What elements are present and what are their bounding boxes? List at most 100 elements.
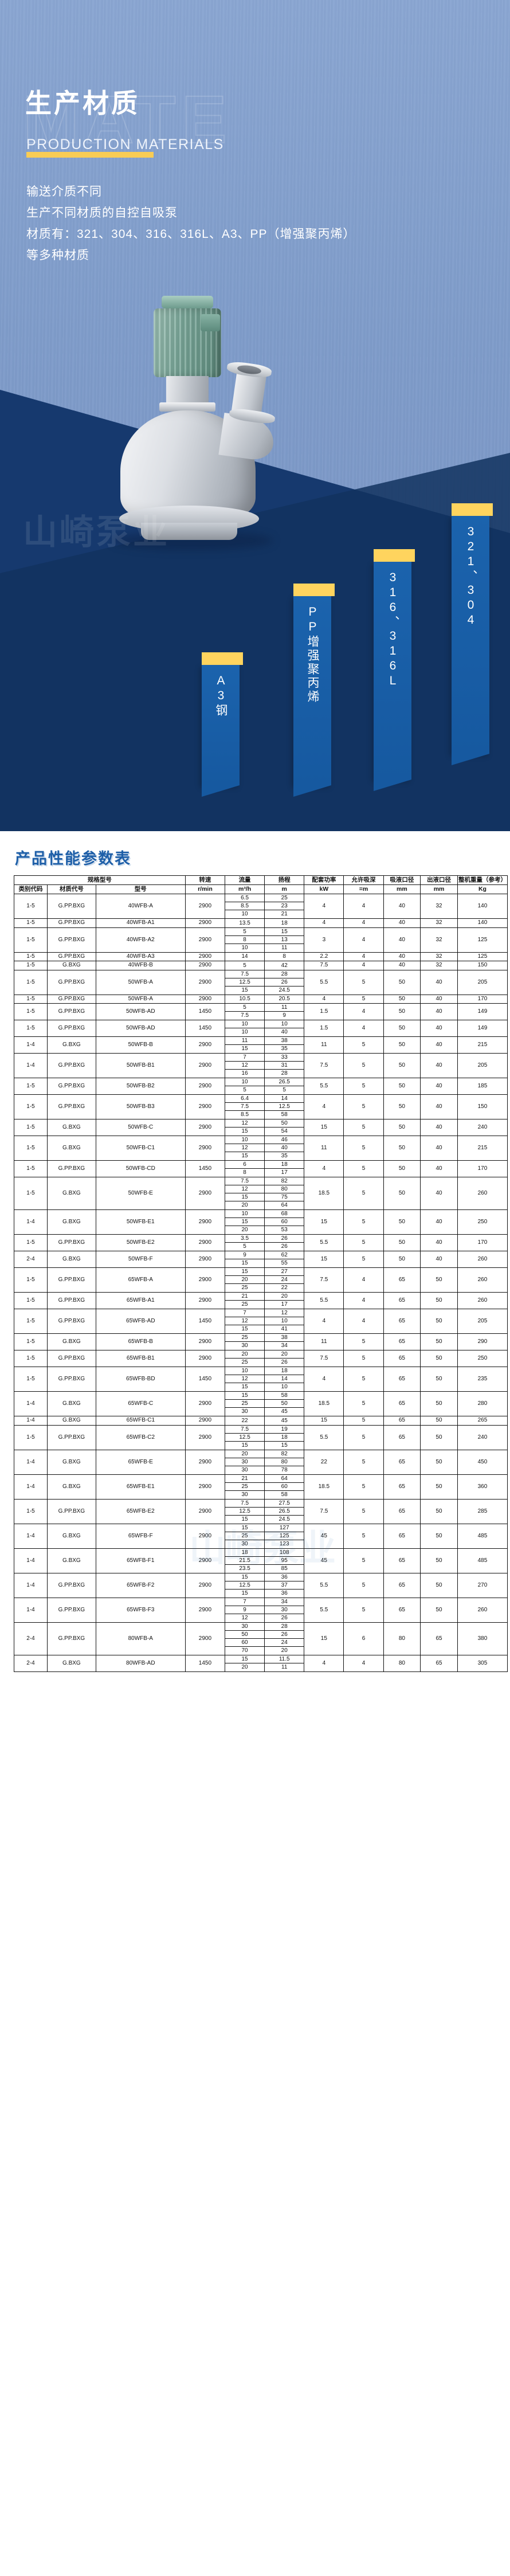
row-power: 7.5 (304, 1267, 344, 1293)
row-power: 4 (304, 1367, 344, 1392)
row-discharge-diameter: 40 (420, 1251, 458, 1269)
flow-value: 7.5 (241, 1012, 249, 1019)
row-flow: 7.5 12.5 15 (224, 969, 265, 995)
row-speed: 2900 (185, 1523, 226, 1549)
flow-value: 16 (241, 1070, 248, 1077)
flow-value: 7.5 (225, 970, 265, 978)
flow-value: 7.5 (225, 1426, 265, 1434)
unit-discharge-diameter: mm (420, 884, 458, 895)
material-tag-3[interactable]: 316、316L (374, 549, 415, 791)
row-weight: 149 (457, 1020, 508, 1038)
row-power: 4 (304, 1309, 344, 1334)
row-weight: 205 (457, 1309, 508, 1334)
flow-value: 15 (225, 1218, 265, 1227)
row-material-code: G.PP.BXG (46, 1267, 96, 1293)
row-speed: 2900 (185, 1474, 226, 1500)
row-category-code: 1-4 (14, 1548, 48, 1573)
row-model: 50WFB-F (95, 1251, 186, 1269)
row-discharge-diameter: 40 (420, 1234, 458, 1252)
head-value: 36 (281, 1590, 288, 1596)
flow-value: 10 (241, 944, 248, 951)
flow-value: 15 (241, 1516, 248, 1522)
head-value: 35 (281, 1153, 288, 1160)
row-discharge-diameter: 50 (420, 1424, 458, 1450)
material-tag-1[interactable]: A3钢 (202, 652, 243, 797)
row-model: 40WFB-A2 (95, 927, 186, 953)
head-value: 10 (281, 1384, 288, 1391)
row-model: 40WFB-A3 (95, 952, 186, 962)
material-tag-cap-1 (202, 652, 243, 665)
row-head: 14 12.5 58 (264, 1094, 305, 1120)
table-row: 1-5 G.PP.BXG 50WFB-CD 1450 6 8 18 17 4 5 50 40 170 (14, 1160, 508, 1178)
page-title: 生产材质 (25, 88, 140, 118)
row-model: 50WFB-B3 (95, 1094, 186, 1120)
row-suction-diameter: 50 (383, 1136, 421, 1161)
head-value: 24 (265, 1639, 304, 1647)
row-category-code: 1-5 (14, 1292, 48, 1310)
row-material-code: G.BXG (46, 1177, 96, 1211)
row-material-code: G.PP.BXG (46, 1234, 96, 1252)
head-value: 20.5 (278, 996, 290, 1002)
row-category-code: 1-5 (14, 1267, 48, 1293)
row-discharge-diameter: 40 (420, 1177, 458, 1211)
head-value: 50 (265, 1400, 304, 1408)
material-tag-4[interactable]: 321、304 (452, 503, 493, 765)
row-discharge-diameter: 32 (420, 927, 458, 953)
head-value: 28 (265, 970, 304, 978)
material-tag-2[interactable]: PP增强聚丙烯 (293, 584, 335, 797)
flow-value: 15 (225, 1524, 265, 1532)
head-value: 38 (265, 1037, 304, 1046)
row-category-code: 1-5 (14, 961, 48, 970)
row-suction-diameter: 50 (383, 1053, 421, 1079)
row-flow: 7.5 12.5 15 (224, 1498, 265, 1524)
row-speed: 2900 (185, 1094, 226, 1120)
head-value: 34 (281, 1342, 288, 1349)
flow-value: 25 (225, 1532, 265, 1540)
row-material-code: G.BXG (46, 1036, 96, 1054)
row-discharge-diameter: 50 (420, 1367, 458, 1392)
row-flow: 12 15 (224, 1119, 265, 1137)
row-suction-diameter: 65 (383, 1267, 421, 1293)
head-value: 46 (265, 1136, 304, 1145)
head-value: 28 (281, 1070, 288, 1077)
table-row: 1-5 G.PP.BXG 50WFB-AD 1450 5 7.5 11 9 1.5 4 50 40 14… (14, 1003, 508, 1021)
row-category-code: 1-4 (14, 1597, 48, 1623)
flow-value: 10 (225, 1136, 265, 1145)
row-material-code: G.PP.BXG (46, 1622, 96, 1655)
row-category-code: 1-4 (14, 1391, 48, 1417)
flow-value: 7 (225, 1598, 265, 1606)
row-discharge-diameter: 40 (420, 1003, 458, 1021)
head-value: 82 (265, 1177, 304, 1186)
table-row: 1-5 G.PP.BXG 65WFB-A1 2900 21 25 20 17 5.5 4 65 50 2… (14, 1292, 508, 1310)
flow-value: 7 (225, 1054, 265, 1062)
flow-value: 10.5 (239, 996, 250, 1002)
row-power: 15 (304, 1622, 344, 1655)
head-value: 18 (265, 1161, 304, 1169)
row-flow: 5 8 10 (224, 927, 265, 953)
row-flow: 6.5 8.5 10 (224, 894, 265, 919)
row-speed: 1450 (185, 1003, 226, 1021)
row-discharge-diameter: 32 (420, 894, 458, 919)
row-power: 7.5 (304, 1053, 344, 1079)
pump-flange-upper (159, 402, 215, 412)
row-flow: 3.5 5 (224, 1234, 265, 1252)
head-value: 33 (265, 1054, 304, 1062)
row-weight: 140 (457, 918, 508, 928)
table-row: 1-5 G.PP.BXG 50WFB-AD 1450 10 10 10 40 1.5 4 50 40 1… (14, 1020, 508, 1038)
row-material-code: G.BXG (46, 1119, 96, 1137)
head-value: 80 (265, 1185, 304, 1194)
head-value: 23 (265, 902, 304, 911)
row-head: 18 (264, 918, 305, 928)
row-material-code: G.PP.BXG (46, 1292, 96, 1310)
row-speed: 2900 (185, 1622, 226, 1655)
head-value: 24.5 (278, 986, 290, 993)
table-row: 1-5 G.PP.BXG 65WFB-B1 2900 20 25 20 26 7.5 5 65 50 2… (14, 1350, 508, 1368)
row-flow: 5 7.5 (224, 1003, 265, 1021)
row-category-code: 1-4 (14, 1523, 48, 1549)
row-discharge-diameter: 50 (420, 1416, 458, 1426)
row-weight: 170 (457, 1234, 508, 1252)
row-suction-diameter: 50 (383, 1234, 421, 1252)
row-speed: 2900 (185, 961, 226, 970)
row-flow: 6.4 7.5 8.5 (224, 1094, 265, 1120)
